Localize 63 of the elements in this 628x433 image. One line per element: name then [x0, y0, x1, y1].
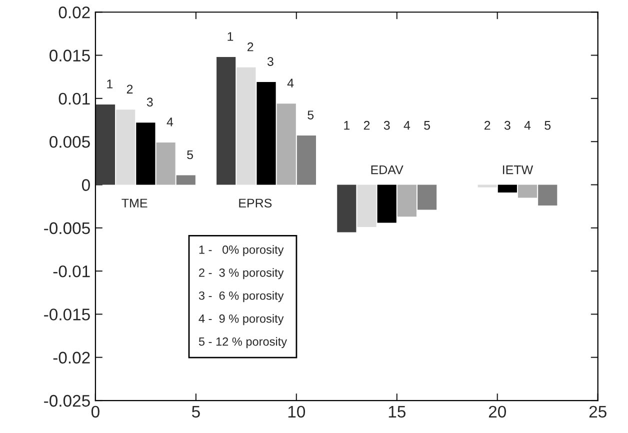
- bar: [296, 136, 316, 185]
- bar: [337, 184, 356, 232]
- annotation: 1: [228, 32, 234, 41]
- annotation: 2: [126, 84, 133, 94]
- annotation: 5: [424, 121, 430, 130]
- x-tick-label: 10: [288, 406, 306, 418]
- y-tick-label: 0.01: [58, 92, 90, 105]
- annotation: 3: [267, 57, 274, 66]
- annotation: 1 - 0% porosity: [199, 245, 284, 256]
- annotation: 5: [544, 121, 551, 130]
- bar: [518, 184, 538, 198]
- x-tick-label: 15: [388, 406, 406, 418]
- bar: [256, 82, 276, 185]
- bar: [377, 184, 396, 223]
- annotation: 5: [308, 110, 314, 120]
- annotation: 4: [524, 121, 531, 130]
- annotation: EPRS: [239, 198, 272, 208]
- y-tick-label: 0: [82, 179, 90, 191]
- bar: [176, 175, 196, 185]
- annotation: 3: [384, 120, 390, 130]
- annotation: 3 - 6 % porosity: [198, 291, 284, 302]
- annotation: 4: [287, 78, 294, 88]
- annotation: 2: [364, 120, 370, 130]
- annotation: 3: [146, 98, 153, 107]
- annotation: 4: [404, 121, 410, 130]
- annotation: 5: [187, 150, 194, 160]
- bar: [276, 104, 296, 185]
- bar: [397, 184, 416, 217]
- x-tick-label: 0: [91, 406, 100, 418]
- y-tick-label: -0.005: [44, 222, 90, 234]
- y-tick-label: -0.02: [53, 352, 90, 364]
- y-tick-label: 0.02: [58, 6, 90, 18]
- bar: [417, 184, 437, 210]
- bar: [538, 184, 558, 206]
- bar: [498, 184, 517, 193]
- annotation: 1: [344, 121, 350, 130]
- annotation: 2: [247, 42, 254, 52]
- annotation: 1: [107, 80, 113, 88]
- annotation: 4: [166, 118, 174, 126]
- y-tick-label: 0.015: [50, 50, 90, 62]
- bar: [156, 142, 176, 185]
- bar: [236, 67, 256, 185]
- x-tick-label: 5: [192, 406, 200, 418]
- annotation: 4 - 9 % porosity: [198, 314, 284, 326]
- annotation: 5 - 12 % porosity: [198, 337, 288, 348]
- annotation: 2 - 3 % porosity: [199, 268, 284, 280]
- y-tick-label: -0.015: [44, 308, 90, 320]
- annotation: 2: [484, 120, 490, 130]
- bar: [136, 122, 156, 185]
- bar: [96, 104, 116, 185]
- y-tick-label: -0.01: [53, 265, 90, 278]
- bar: [116, 110, 136, 185]
- y-tick-label: 0.005: [50, 136, 90, 148]
- annotation: TME: [122, 198, 148, 208]
- bar: [216, 57, 236, 185]
- x-tick-label: 20: [488, 406, 506, 418]
- bar: [357, 184, 376, 228]
- y-tick-label: -0.025: [44, 394, 90, 407]
- annotation: 3: [504, 120, 510, 130]
- x-tick-label: 25: [589, 406, 606, 418]
- annotation: IETW: [503, 165, 534, 174]
- annotation: EDAV: [371, 165, 404, 174]
- bar: [478, 184, 497, 188]
